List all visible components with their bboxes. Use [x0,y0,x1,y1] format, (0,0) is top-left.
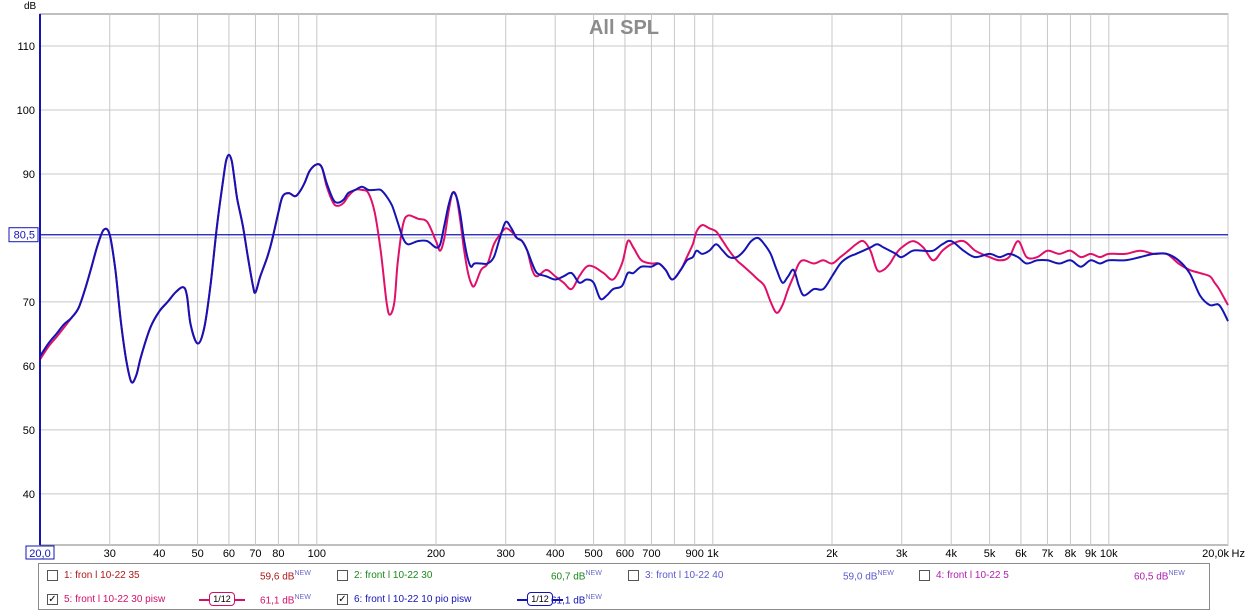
legend-new-tag: NEW [294,570,311,577]
smoothing-line-icon [235,599,245,601]
x-tick-label: 100 [308,548,326,560]
y-tick-label: 60 [23,361,35,373]
legend-new-tag: NEW [877,570,894,577]
x-tick-label: 2k [826,548,838,560]
legend-item[interactable]: 1: fron l 10-22 35 [47,568,332,586]
x-tick-label: 9k [1085,548,1097,560]
gridlines [39,14,1229,545]
legend-item[interactable]: ✓ 6: front l 10-22 10 pio pisw 1/12 [337,592,622,610]
legend-value: 60,7 dBNEW [551,570,602,583]
smoothing-line-icon [199,599,209,601]
x-tick-label: 40 [153,548,165,560]
y-tick-label: 70 [23,297,35,309]
legend-panel: 1: fron l 10-22 35 59,6 dBNEW 2: front l 1… [38,563,1210,610]
y-reference-label-box [8,227,39,243]
x-tick-label: 1k [707,548,719,560]
y-tick-label: 110 [17,41,35,53]
y-axis: 110 100 90 80,5 70 60 50 40 [8,41,39,501]
x-tick-label: 7k [1042,548,1054,560]
legend-label: 2: front l 10-22 30 [354,570,433,581]
smoothing-line-icon [553,599,563,601]
x-tick-label: 60 [223,548,235,560]
legend-value: 59,6 dBNEW [260,570,311,583]
legend-value: 60,5 dBNEW [1134,570,1185,583]
x-tick-label: 3k [896,548,908,560]
legend-item[interactable]: 3: front l 10-22 40 [628,568,913,586]
legend-checkbox[interactable] [47,570,58,581]
x-tick-label: 80 [272,548,284,560]
legend-new-tag: NEW [585,594,602,601]
smoothing-badge[interactable]: 1/12 [527,592,553,606]
x-tick-label: 10k [1100,548,1118,560]
x-axis: 20,0 30 40 50 60 70 80 100 200 300 400 500 600 700 900… [25,545,1245,560]
legend-label: 5: front l 10-22 30 pisw [64,594,166,605]
y-tick-label: 80,5 [14,230,35,242]
chart-title: All SPL [589,17,659,39]
legend-value: 61,1 dBNEW [551,594,602,607]
x-tick-label: 30 [104,548,116,560]
spl-chart[interactable]: 110 100 90 80,5 70 60 50 40 20,0 30 40 50 60 70 80 100… [0,0,1248,563]
legend-value: 59,0 dBNEW [843,570,894,583]
legend-value: 61,1 dBNEW [260,594,311,607]
x-tick-label: 4k [945,548,957,560]
x-tick-label: 20,0k [1202,548,1229,560]
legend-item[interactable]: ✓ 5: front l 10-22 30 pisw 1/12 [47,592,332,610]
plot-background [39,13,1229,546]
legend-label: 6: front l 10-22 10 pio pisw [354,594,472,605]
x-tick-label: 70 [249,548,261,560]
y-tick-label: 40 [23,489,35,501]
legend-checkbox[interactable] [628,570,639,581]
x-tick-label: 300 [497,548,515,560]
legend-label: 3: front l 10-22 40 [645,570,724,581]
x-unit-label: Hz [1232,548,1245,560]
x-tick-label: 700 [642,548,660,560]
legend-item[interactable]: 2: front l 10-22 30 [337,568,622,586]
legend-checkbox[interactable] [337,570,348,581]
series-line-6 [39,153,1229,384]
legend-new-tag: NEW [1168,570,1185,577]
x-tick-label: 500 [584,548,602,560]
legend-item[interactable]: 4: front l 10-22 5 [919,568,1204,586]
legend-new-tag: NEW [294,594,311,601]
legend-label: 4: front l 10-22 5 [936,570,1009,581]
x-reference-label-box [25,545,55,560]
x-tick-label: 50 [191,548,203,560]
smoothing-line-icon [517,599,527,601]
x-tick-label: 900 [685,548,703,560]
legend-checkbox[interactable]: ✓ [337,594,348,605]
y-axis-unit-label: dB [24,1,37,12]
x-tick-label: 20,0 [29,548,50,560]
x-tick-label: 6k [1015,548,1027,560]
y-tick-label: 100 [17,105,35,117]
y-tick-label: 50 [23,425,35,437]
legend-checkbox[interactable] [919,570,930,581]
x-tick-label: 400 [546,548,564,560]
x-tick-label: 200 [427,548,445,560]
y-tick-label: 90 [23,169,35,181]
x-tick-label: 8k [1065,548,1077,560]
smoothing-badge[interactable]: 1/12 [209,592,235,606]
series-group [39,153,1229,384]
x-tick-label: 5k [984,548,996,560]
x-tick-label: 600 [616,548,634,560]
legend-checkbox[interactable]: ✓ [47,594,58,605]
legend-label: 1: fron l 10-22 35 [64,570,140,581]
legend-new-tag: NEW [585,570,602,577]
